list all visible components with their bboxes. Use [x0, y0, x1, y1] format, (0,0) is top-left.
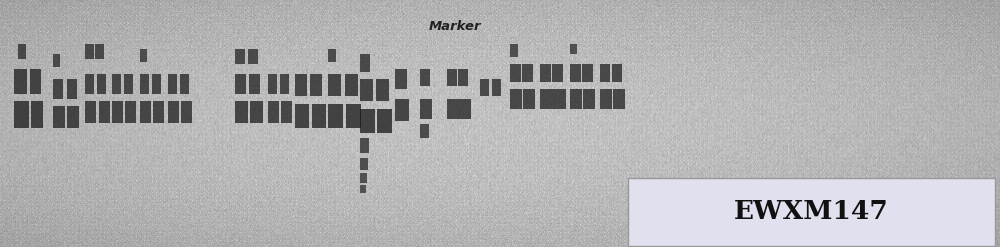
Bar	[447, 99, 459, 119]
Bar	[249, 74, 260, 94]
Bar	[53, 54, 60, 67]
Bar	[395, 69, 407, 89]
Bar	[67, 106, 79, 128]
Bar	[112, 101, 123, 124]
Bar	[345, 74, 358, 96]
Bar	[140, 74, 149, 94]
Bar	[97, 74, 106, 94]
Bar	[360, 185, 366, 193]
Bar	[459, 99, 471, 119]
Bar	[235, 101, 248, 124]
Bar	[360, 79, 373, 101]
Bar	[140, 101, 151, 124]
Bar	[510, 64, 521, 82]
Bar	[582, 64, 593, 82]
Bar	[612, 64, 622, 82]
Bar	[553, 89, 566, 109]
Bar	[280, 74, 289, 94]
Bar	[480, 79, 489, 96]
Bar	[523, 89, 535, 109]
Bar	[420, 99, 432, 119]
Bar	[53, 79, 63, 99]
Bar	[85, 74, 94, 94]
Bar	[112, 74, 121, 94]
Bar	[458, 69, 468, 86]
Bar	[235, 74, 246, 94]
Bar	[281, 101, 292, 124]
Bar	[510, 89, 522, 109]
Bar	[53, 106, 65, 128]
Bar	[420, 124, 429, 138]
Bar	[328, 49, 336, 62]
Bar	[125, 101, 136, 124]
Bar	[360, 158, 368, 170]
Bar	[360, 109, 375, 133]
Bar	[310, 74, 322, 96]
Bar	[85, 101, 96, 124]
Bar	[360, 54, 370, 72]
Bar	[248, 49, 258, 64]
Bar	[180, 74, 189, 94]
Bar	[312, 104, 326, 128]
Bar	[295, 74, 307, 96]
Bar	[600, 64, 610, 82]
Bar	[168, 101, 179, 124]
Bar	[360, 138, 369, 153]
Bar	[540, 89, 553, 109]
Bar	[153, 101, 164, 124]
Bar	[168, 74, 177, 94]
Bar	[14, 69, 27, 94]
Bar	[510, 44, 518, 57]
Bar	[95, 44, 104, 59]
Bar	[420, 69, 430, 86]
Bar	[140, 49, 147, 62]
Bar	[295, 104, 309, 128]
Bar	[377, 109, 392, 133]
Bar	[250, 101, 263, 124]
Bar	[552, 64, 563, 82]
Bar	[628, 178, 995, 246]
Bar	[570, 64, 581, 82]
Bar	[613, 89, 625, 109]
Bar	[268, 101, 279, 124]
Bar	[235, 49, 245, 64]
Bar	[85, 44, 94, 59]
Bar	[540, 64, 551, 82]
Bar	[570, 44, 577, 54]
Bar	[181, 101, 192, 124]
Bar	[583, 89, 595, 109]
Bar	[376, 79, 389, 101]
Bar	[360, 173, 367, 183]
Text: EWXM147: EWXM147	[734, 199, 889, 224]
Bar	[152, 74, 161, 94]
Bar	[67, 79, 77, 99]
Bar	[522, 64, 533, 82]
Bar	[447, 69, 457, 86]
Bar	[18, 44, 26, 59]
Text: Marker: Marker	[429, 20, 481, 33]
Bar	[328, 104, 343, 128]
Bar	[570, 89, 582, 109]
Bar	[124, 74, 133, 94]
Bar	[268, 74, 277, 94]
Bar	[14, 101, 29, 128]
Bar	[600, 89, 612, 109]
Bar	[395, 99, 409, 121]
Bar	[346, 104, 361, 128]
Bar	[492, 79, 501, 96]
Bar	[99, 101, 110, 124]
Bar	[30, 69, 41, 94]
Bar	[31, 101, 43, 128]
Bar	[328, 74, 341, 96]
